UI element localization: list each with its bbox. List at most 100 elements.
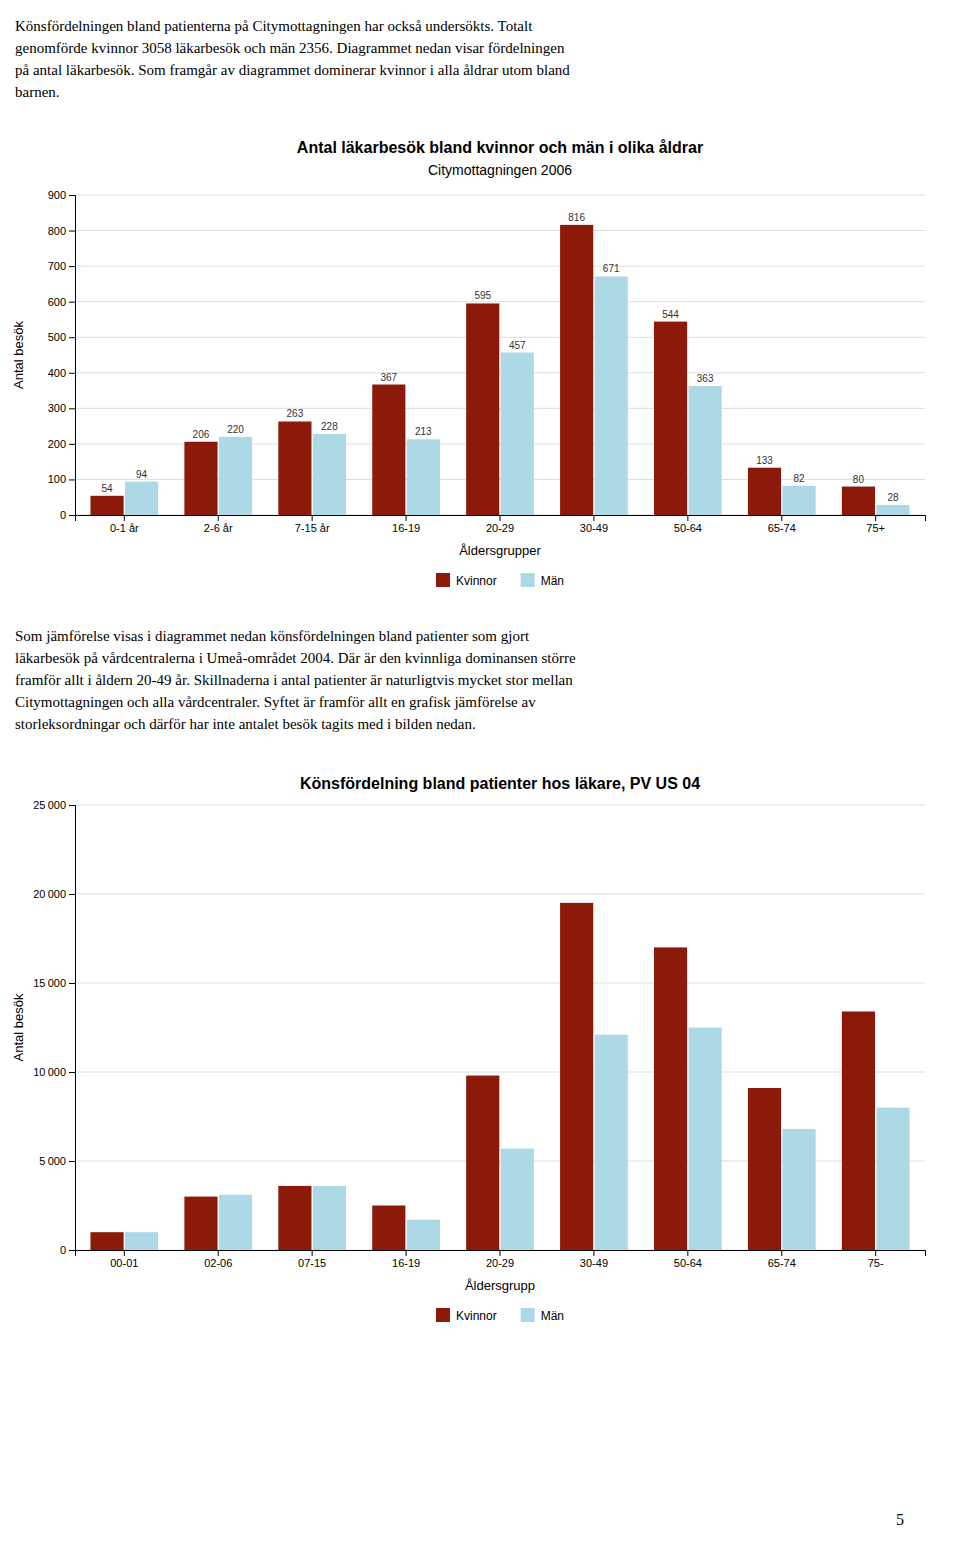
y-tick-label: 15 000 [33, 977, 66, 989]
x-tick-label: 7-15 år [295, 522, 330, 534]
x-tick: 00-01 [110, 1250, 138, 1269]
y-tick: 10 000 [33, 1066, 75, 1078]
y-tick: 5 000 [39, 1155, 75, 1167]
grid [75, 805, 925, 1250]
x-tick-label: 16-19 [392, 1257, 420, 1269]
bar [219, 437, 252, 515]
x-tick-label: 65-74 [768, 522, 796, 534]
legend: KvinnorMän [436, 573, 564, 588]
y-tick-label: 25 000 [33, 799, 66, 811]
bars [90, 903, 909, 1250]
x-tick-label: 75- [868, 1257, 884, 1269]
x-tick-label: 02-06 [204, 1257, 232, 1269]
legend-swatch [436, 1308, 450, 1322]
x-tick: 02-06 [204, 1250, 232, 1269]
y-tick-mark [69, 337, 75, 338]
x-tick-mark [593, 1250, 594, 1256]
legend-swatch [521, 1308, 535, 1322]
x-tick-label: 65-74 [768, 1257, 796, 1269]
x-tick-label: 0-1 år [110, 522, 139, 534]
y-tick-mark [69, 373, 75, 374]
x-tick: 16-19 [392, 1250, 420, 1269]
x-tick: 16-19 [392, 515, 420, 534]
chart-subtitle: Citymottagningen 2006 [428, 162, 572, 178]
data-label: 28 [887, 492, 899, 503]
data-label: 220 [227, 424, 244, 435]
chart: Könsfördelning bland patienter hos läkar… [11, 775, 926, 1323]
chart-title: Könsfördelning bland patienter hos läkar… [300, 775, 700, 792]
bar [748, 1088, 781, 1250]
data-label: 263 [287, 408, 304, 419]
legend-swatch [521, 573, 535, 587]
grid-line [75, 195, 925, 196]
y-tick-label: 500 [48, 331, 66, 343]
x-tick: 07-15 [298, 1250, 326, 1269]
y-tick: 100 [48, 473, 75, 485]
bar [466, 1076, 499, 1250]
data-label: 82 [793, 473, 805, 484]
grid-line [75, 230, 925, 231]
x-tick-mark [218, 1250, 219, 1256]
grid-line [75, 372, 925, 373]
y-tick-label: 0 [60, 1244, 66, 1256]
x-tick: 50-64 [674, 515, 702, 534]
y-tick-mark [69, 408, 75, 409]
data-label: 595 [474, 290, 491, 301]
y-tick: 200 [48, 438, 75, 450]
x-tick-mark [687, 515, 688, 521]
x-tick: 65-74 [768, 1250, 796, 1269]
page: Könsfördelningen bland patienterna på Ci… [0, 0, 960, 1543]
y-tick-label: 5 000 [39, 1155, 66, 1167]
bars [90, 225, 909, 515]
paragraph-line: Som jämförelse visas i diagrammet nedan … [15, 628, 530, 644]
bar [654, 947, 687, 1250]
y-tick: 0 [60, 1244, 75, 1256]
x-tick: 2-6 år [204, 515, 233, 534]
legend-item: Kvinnor [436, 1308, 497, 1323]
legend-item: Män [521, 1308, 564, 1323]
y-tick-mark [69, 1161, 75, 1162]
x-tick-mark [875, 1250, 876, 1256]
y-tick-mark [69, 515, 75, 516]
y-axis-title: Antal besök [11, 993, 26, 1061]
bar [372, 1206, 405, 1251]
y-tick-label: 10 000 [33, 1066, 66, 1078]
x-tick-mark [500, 515, 501, 521]
y-tick-mark [69, 302, 75, 303]
y-tick-label: 800 [48, 225, 66, 237]
x-tick-mark [875, 515, 876, 521]
y-axis-title: Antal besök [11, 321, 26, 389]
y-tick: 0 [60, 509, 75, 521]
data-label: 457 [509, 340, 526, 351]
x-tick: 75+ [866, 515, 885, 534]
data-label: 367 [380, 372, 397, 383]
y-tick: 700 [48, 260, 75, 272]
y-tick: 600 [48, 296, 75, 308]
x-tick-mark [124, 515, 125, 521]
bar [184, 442, 217, 515]
x-axis: 00-0102-0607-1516-1920-2930-4950-6465-74… [76, 1250, 926, 1269]
bar [313, 1186, 346, 1250]
x-tick-label: 75+ [866, 522, 885, 534]
bar [313, 434, 346, 515]
x-tick: 65-74 [768, 515, 796, 534]
y-axis: 0100200300400500600700800900 [48, 189, 76, 521]
y-tick: 800 [48, 225, 75, 237]
paragraph-line: framför allt i åldern 20-49 år. Skillnad… [15, 672, 573, 688]
x-tick-label: 16-19 [392, 522, 420, 534]
y-tick-mark [69, 479, 75, 480]
y-tick-mark [69, 195, 75, 196]
x-tick-mark [406, 1250, 407, 1256]
data-label: 213 [415, 426, 432, 437]
text-block: Som jämförelse visas i diagrammet nedan … [15, 628, 576, 732]
bar [842, 487, 875, 515]
bar [842, 1011, 875, 1250]
grid-line [75, 408, 925, 409]
legend: Kvinnor Män [436, 1308, 564, 1323]
x-tick-label: 50-64 [674, 1257, 702, 1269]
legend-item: Män [521, 573, 564, 588]
x-axis-line [76, 1251, 926, 1257]
y-tick-label: 600 [48, 296, 66, 308]
bar [501, 353, 534, 515]
x-tick-mark [687, 1250, 688, 1256]
